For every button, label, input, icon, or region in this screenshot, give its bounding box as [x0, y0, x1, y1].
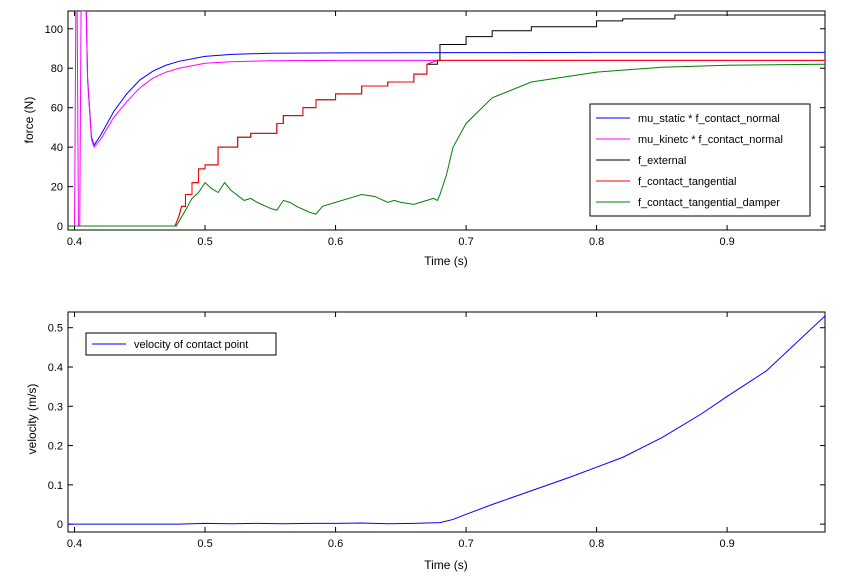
velocity-xtick-label: 0.8 — [589, 538, 604, 550]
velocity-xtick-label: 0.9 — [719, 538, 734, 550]
force-ytick-label: 60 — [51, 103, 63, 115]
force-legend: mu_static * f_contact_normal mu_kinetc * … — [589, 103, 811, 217]
velocity-plot-ylabel: velocity (m/s) — [25, 384, 39, 455]
force-series-group — [68, 11, 825, 227]
velocity-plot-frame — [67, 311, 826, 533]
force-ytick-label: 20 — [51, 182, 63, 194]
velocity-xtick-label: 0.6 — [328, 538, 343, 550]
velocity-xtick-label: 0.7 — [458, 538, 473, 550]
force-legend-label-1: mu_kinetc * f_contact_normal — [638, 134, 783, 146]
force-xtick-label: 0.6 — [328, 236, 343, 248]
velocity-ytick-label: 0.2 — [48, 441, 63, 453]
velocity-ytick-label: 0.5 — [48, 323, 63, 335]
velocity-xtick-label: 0.5 — [197, 538, 212, 550]
force-plot-ylabel: force (N) — [22, 97, 36, 144]
velocity-legend: velocity of contact point — [85, 332, 277, 356]
force-plot-xlabel: Time (s) — [424, 254, 468, 268]
force-xtick-label: 0.9 — [719, 236, 734, 248]
velocity-legend-box — [85, 332, 277, 356]
force-legend-label-3: f_contact_tangential — [638, 176, 736, 188]
force-xtick-label: 0.7 — [458, 236, 473, 248]
force-ytick-label: 80 — [51, 63, 63, 75]
force-legend-label-2: f_external — [638, 155, 686, 167]
velocity-plot: Time (s) velocity (m/s) 0.4 0.5 0.6 0.7 0.8 0… — [25, 311, 826, 572]
force-legend-label-0: mu_static * f_contact_normal — [638, 113, 780, 125]
velocity-series-line-0 — [68, 315, 825, 525]
velocity-xtick-label: 0.4 — [67, 538, 82, 550]
force-ytick-label: 0 — [57, 221, 63, 233]
force-ytick-label: 100 — [45, 24, 63, 36]
force-xtick-label: 0.8 — [589, 236, 604, 248]
velocity-ytick-label: 0.4 — [48, 362, 63, 374]
velocity-plot-xlabel: Time (s) — [424, 558, 468, 572]
force-xtick-label: 0.5 — [197, 236, 212, 248]
velocity-ytick-label: 0.1 — [48, 480, 63, 492]
force-ytick-label: 40 — [51, 142, 63, 154]
velocity-legend-label-0: velocity of contact point — [134, 339, 248, 351]
force-series-line-3 — [68, 59, 825, 227]
force-xtick-label: 0.4 — [67, 236, 82, 248]
force-legend-label-4: f_contact_tangential_damper — [638, 197, 780, 209]
velocity-series-group — [68, 315, 825, 525]
force-plot-frame — [67, 10, 826, 231]
velocity-ytick-label: 0 — [57, 519, 63, 531]
force-plot: Time (s) force (N) 0.4 0.5 0.6 0.7 0.8 0.9 0 20… — [22, 10, 826, 268]
velocity-ytick-label: 0.3 — [48, 401, 63, 413]
force-series-line-4 — [68, 63, 825, 227]
